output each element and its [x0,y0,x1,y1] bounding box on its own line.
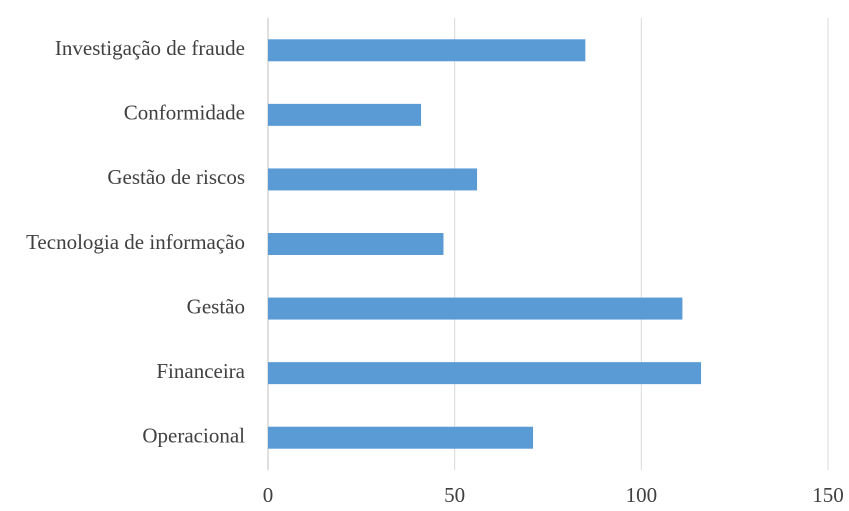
y-tick-label: Gestão [187,294,245,318]
x-tick-label: 50 [444,483,465,507]
y-tick-label: Tecnologia de informação [26,230,245,254]
bar [268,426,534,449]
x-tick-label: 150 [812,483,844,507]
bar [268,233,444,255]
x-tick-label: 0 [263,483,274,507]
y-tick-label: Gestão de riscos [107,165,245,189]
y-tick-label: Investigação de fraude [55,36,245,60]
bar [268,168,478,191]
bar [268,103,422,126]
y-tick-label: Conformidade [124,101,245,125]
y-tick-label: Operacional [142,424,245,448]
bar [268,39,586,62]
x-tick-label: 100 [626,483,658,507]
y-tick-label: Financeira [156,359,245,383]
bar [268,297,683,320]
bar [268,362,702,385]
